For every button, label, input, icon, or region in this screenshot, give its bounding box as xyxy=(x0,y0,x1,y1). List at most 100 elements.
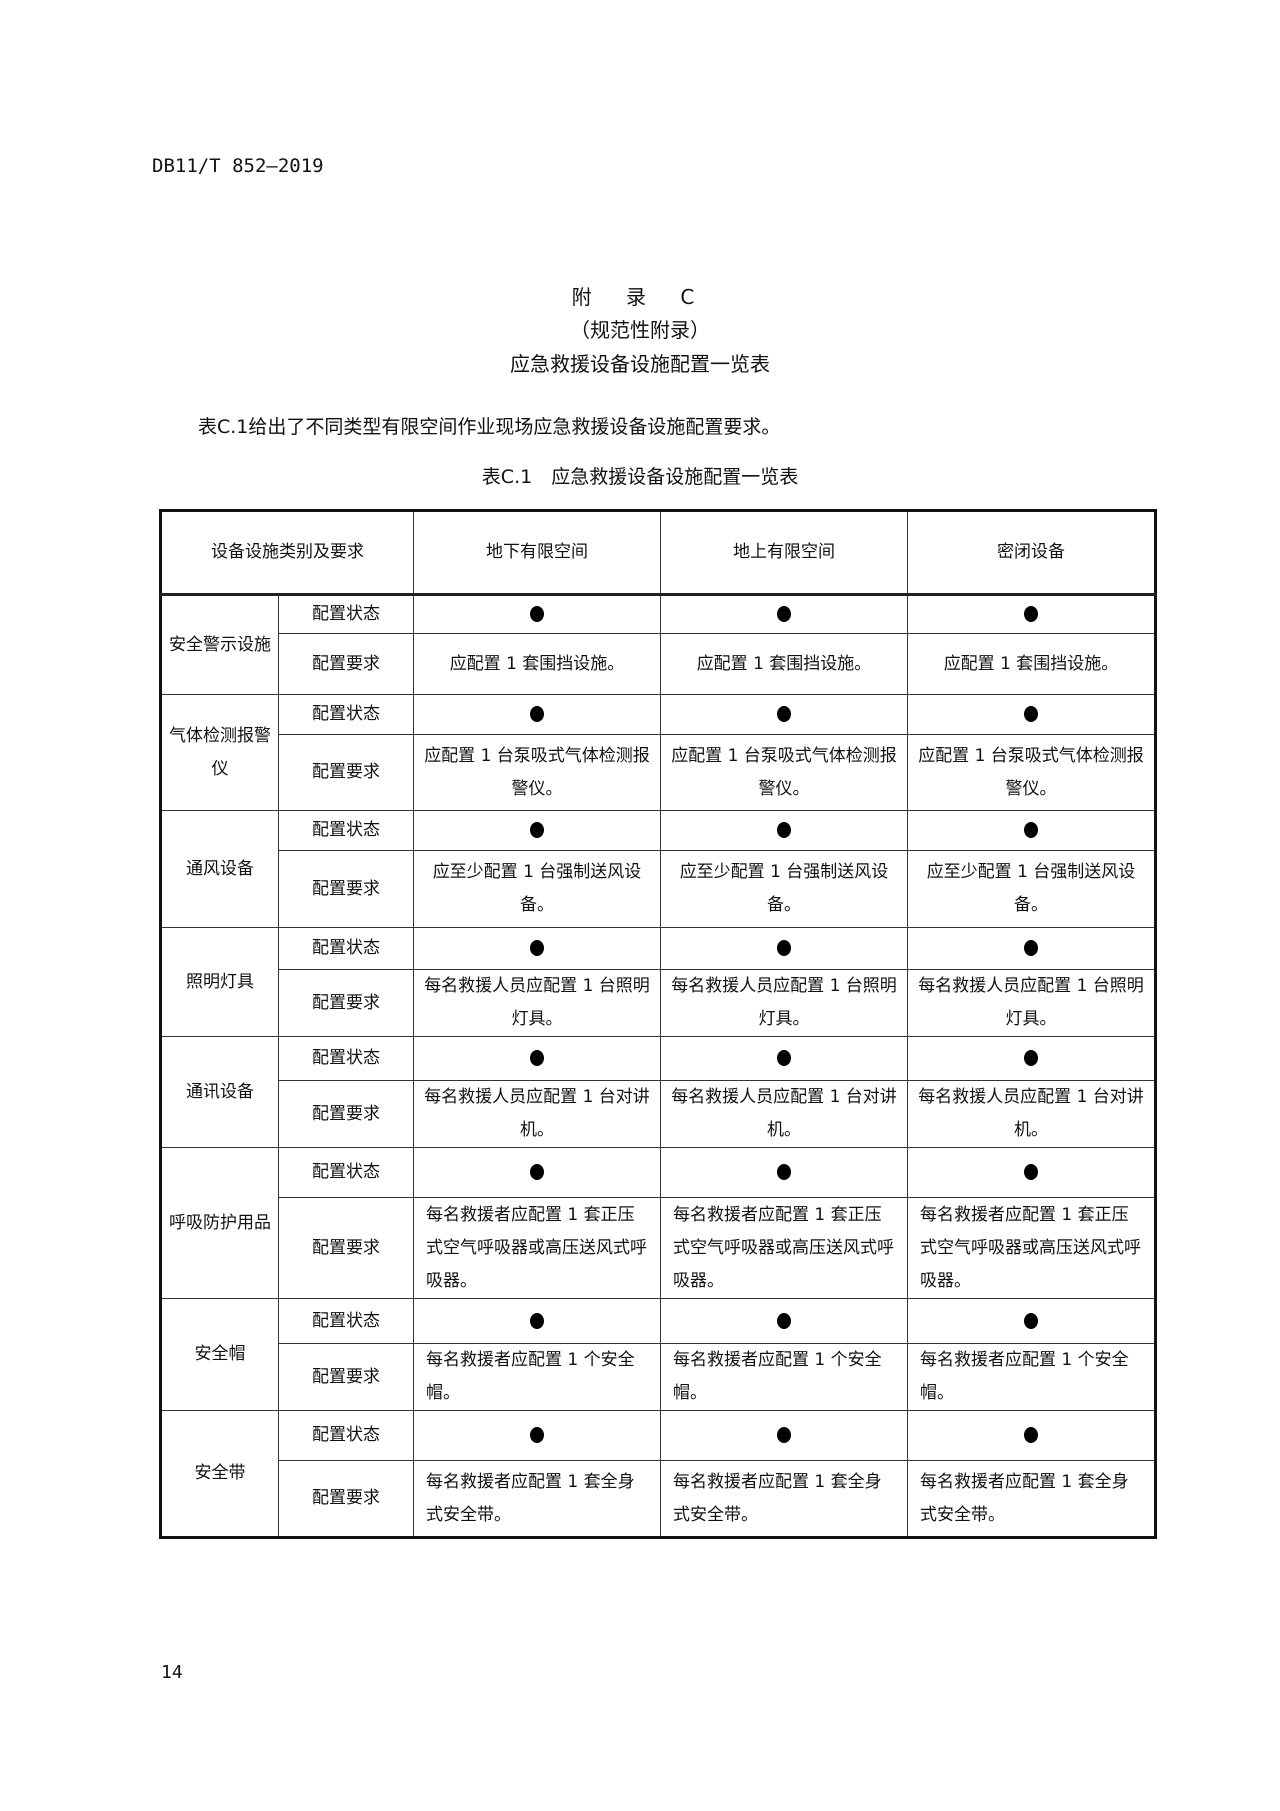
requirement-cell: 每名救援者应配置 1 个安全帽。 xyxy=(907,1343,1156,1411)
filled-circle-icon xyxy=(777,822,791,838)
requirement-row: 配置要求 每名救援者应配置 1 套全身式安全带。 每名救援者应配置 1 套全身式安全… xyxy=(161,1460,1156,1538)
status-row: 呼吸防护用品 配置状态 xyxy=(160,1147,1156,1299)
filled-circle-icon xyxy=(530,940,544,956)
requirement-cell: 应配置 1 台泵吸式气体检测报警仪。 xyxy=(660,734,908,811)
filled-circle-icon xyxy=(1024,606,1038,622)
requirement-cell: 应至少配置 1 台强制送风设备。 xyxy=(660,850,908,928)
filled-circle-icon xyxy=(530,706,544,722)
requirement-label: 配置要求 xyxy=(278,969,414,1037)
header-cell: 地上有限空间 xyxy=(660,510,908,596)
requirement-row: 配置要求 应配置 1 台泵吸式气体检测报警仪。 应配置 1 台泵吸式气体检测报警仪。… xyxy=(161,734,1156,811)
category-cell: 安全带 xyxy=(160,1410,279,1538)
requirement-cell: 应至少配置 1 台强制送风设备。 xyxy=(907,850,1156,928)
requirement-row: 配置要求 每名救援人员应配置 1 台照明灯具。 每名救援人员应配置 1 台照明灯具。… xyxy=(161,969,1156,1037)
filled-circle-icon xyxy=(1024,706,1038,722)
status-cell xyxy=(907,1147,1156,1198)
requirement-row: 配置要求 每名救援者应配置 1 套正压式空气呼吸器或高压送风式呼吸器。 每名救援者应… xyxy=(161,1197,1156,1299)
filled-circle-icon xyxy=(1024,1164,1038,1180)
requirement-label: 配置要求 xyxy=(278,633,414,695)
filled-circle-icon xyxy=(777,940,791,956)
requirement-cell: 每名救援者应配置 1 套全身式安全带。 xyxy=(907,1460,1156,1538)
status-row: 照明灯具 配置状态 xyxy=(160,927,1156,1037)
requirement-row: 配置要求 应配置 1 套围挡设施。 应配置 1 套围挡设施。 应配置 1 套围挡设施。 xyxy=(161,633,1156,695)
requirement-cell: 应配置 1 台泵吸式气体检测报警仪。 xyxy=(907,734,1156,811)
requirement-cell: 应配置 1 台泵吸式气体检测报警仪。 xyxy=(413,734,661,811)
status-label: 配置状态 xyxy=(278,1036,414,1081)
filled-circle-icon xyxy=(1024,1427,1038,1443)
status-cell xyxy=(413,1298,661,1344)
status-cell xyxy=(660,1036,908,1081)
intro-paragraph: 表C.1给出了不同类型有限空间作业现场应急救援设备设施配置要求。 xyxy=(198,416,781,438)
status-label: 配置状态 xyxy=(278,1147,414,1198)
filled-circle-icon xyxy=(530,1050,544,1066)
status-cell xyxy=(413,1410,661,1461)
status-cell xyxy=(413,1036,661,1081)
requirement-label: 配置要求 xyxy=(278,1080,414,1148)
requirement-cell: 每名救援者应配置 1 套正压式空气呼吸器或高压送风式呼吸器。 xyxy=(660,1197,908,1299)
status-cell xyxy=(660,927,908,970)
page-number: 14 xyxy=(161,1662,183,1683)
requirement-row: 配置要求 每名救援者应配置 1 个安全帽。 每名救援者应配置 1 个安全帽。 每名救援… xyxy=(161,1343,1156,1411)
status-cell xyxy=(907,1298,1156,1344)
header-cell: 密闭设备 xyxy=(907,510,1156,596)
appendix-name: 应急救援设备设施配置一览表 xyxy=(510,352,770,376)
requirement-label: 配置要求 xyxy=(278,850,414,928)
status-row: 安全警示设施 配置状态 xyxy=(160,594,1156,695)
table-header-row: 设备设施类别及要求 地下有限空间 地上有限空间 密闭设备 xyxy=(160,510,1156,596)
category-cell: 安全帽 xyxy=(160,1298,279,1411)
category-cell: 呼吸防护用品 xyxy=(160,1147,279,1299)
requirement-cell: 每名救援人员应配置 1 台对讲机。 xyxy=(660,1080,908,1148)
table-caption: 表C.1 应急救援设备设施配置一览表 xyxy=(481,466,799,488)
status-cell xyxy=(413,694,661,735)
filled-circle-icon xyxy=(530,1312,544,1329)
status-cell xyxy=(413,927,661,970)
filled-circle-icon xyxy=(1024,940,1038,956)
header-cell: 设备设施类别及要求 xyxy=(160,510,414,596)
status-label: 配置状态 xyxy=(278,1410,414,1461)
status-label: 配置状态 xyxy=(278,694,414,735)
status-label: 配置状态 xyxy=(278,927,414,970)
filled-circle-icon xyxy=(777,1427,791,1443)
requirement-cell: 每名救援人员应配置 1 台照明灯具。 xyxy=(907,969,1156,1037)
status-row: 通讯设备 配置状态 xyxy=(160,1036,1156,1148)
status-cell xyxy=(660,594,908,634)
status-cell xyxy=(907,1036,1156,1081)
status-label: 配置状态 xyxy=(278,1298,414,1344)
status-cell xyxy=(660,694,908,735)
header-cell: 地下有限空间 xyxy=(413,510,661,596)
status-row: 气体检测报警仪 配置状态 xyxy=(160,694,1156,811)
document-code: DB11/T 852—2019 xyxy=(152,155,324,177)
requirement-cell: 每名救援人员应配置 1 台对讲机。 xyxy=(413,1080,661,1148)
appendix-title: 附 录 C xyxy=(571,285,709,309)
status-cell xyxy=(907,810,1156,851)
requirement-row: 配置要求 每名救援人员应配置 1 台对讲机。 每名救援人员应配置 1 台对讲机。 每名… xyxy=(161,1080,1156,1148)
status-label: 配置状态 xyxy=(278,810,414,851)
equipment-table: 设备设施类别及要求 地下有限空间 地上有限空间 密闭设备 安全警示设施 配置状态… xyxy=(159,509,1157,1539)
filled-circle-icon xyxy=(777,1050,791,1066)
requirement-cell: 每名救援者应配置 1 个安全帽。 xyxy=(413,1343,661,1411)
category-cell: 安全警示设施 xyxy=(160,594,279,695)
requirement-cell: 应配置 1 套围挡设施。 xyxy=(660,633,908,695)
filled-circle-icon xyxy=(777,606,791,622)
requirement-label: 配置要求 xyxy=(278,1343,414,1411)
filled-circle-icon xyxy=(1024,822,1038,838)
requirement-cell: 每名救援者应配置 1 个安全帽。 xyxy=(660,1343,908,1411)
requirement-label: 配置要求 xyxy=(278,1197,414,1299)
requirement-cell: 每名救援者应配置 1 套全身式安全带。 xyxy=(413,1460,661,1538)
category-cell: 气体检测报警仪 xyxy=(160,694,279,811)
requirement-cell: 每名救援者应配置 1 套全身式安全带。 xyxy=(660,1460,908,1538)
requirement-cell: 每名救援人员应配置 1 台照明灯具。 xyxy=(660,969,908,1037)
status-cell xyxy=(660,810,908,851)
status-cell xyxy=(660,1147,908,1198)
requirement-cell: 每名救援者应配置 1 套正压式空气呼吸器或高压送风式呼吸器。 xyxy=(413,1197,661,1299)
status-row: 安全带 配置状态 xyxy=(160,1410,1156,1538)
status-row: 安全帽 配置状态 xyxy=(160,1298,1156,1411)
status-cell xyxy=(413,594,661,634)
filled-circle-icon xyxy=(777,706,791,722)
category-cell: 通讯设备 xyxy=(160,1036,279,1148)
filled-circle-icon xyxy=(530,1164,544,1180)
status-cell xyxy=(907,594,1156,634)
filled-circle-icon xyxy=(530,606,544,622)
filled-circle-icon xyxy=(777,1312,791,1329)
requirement-cell: 应配置 1 套围挡设施。 xyxy=(907,633,1156,695)
